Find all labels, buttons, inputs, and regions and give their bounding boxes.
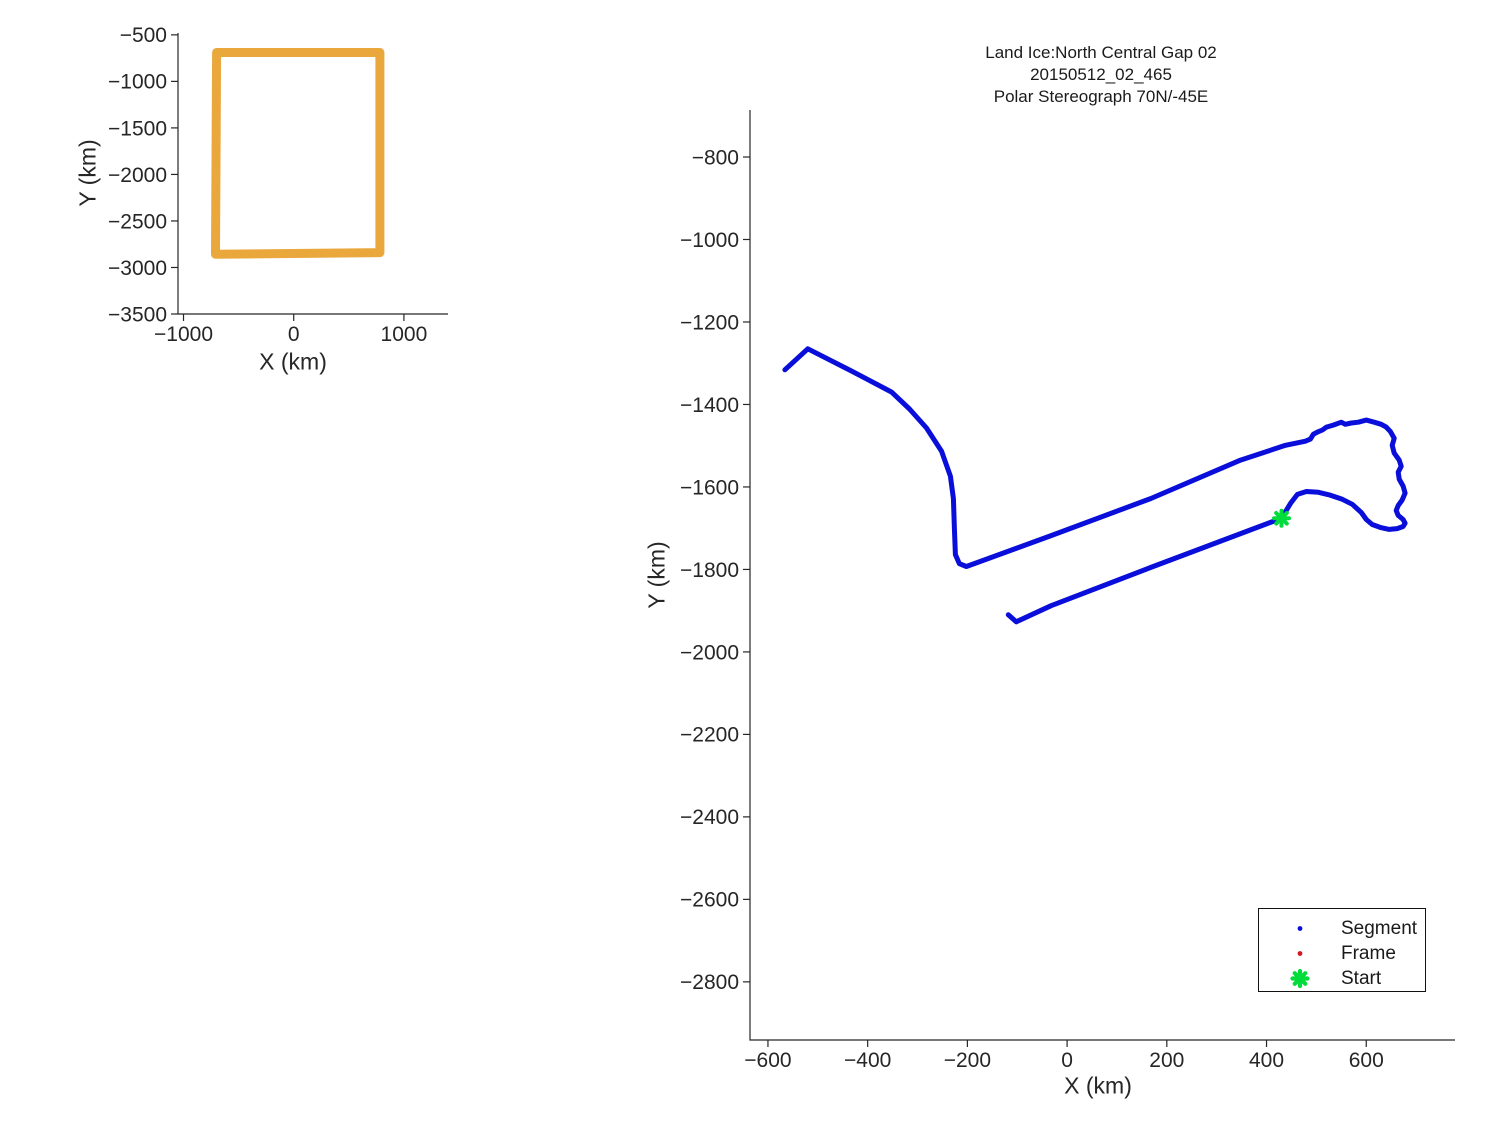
main-y-tick-label: −2600 <box>680 889 739 912</box>
main-marker-start <box>1271 508 1291 528</box>
start-asterisk <box>1290 968 1310 989</box>
inset-y-tick-label: −2500 <box>108 210 167 233</box>
legend-label-frame: Frame <box>1341 942 1396 964</box>
legend-row-start: Start <box>1259 966 1425 991</box>
inset-series-coverage-outline <box>211 48 385 259</box>
inset-x-tick-label: −1000 <box>154 323 213 346</box>
inset-y-tick-label: −500 <box>120 24 167 47</box>
main-y-tick-label: −1000 <box>680 229 739 252</box>
main-x-tick-label: −600 <box>744 1049 791 1072</box>
frame-dot <box>1297 951 1303 956</box>
main-axis-lines <box>749 110 1455 1041</box>
main-y-tick-label: −2000 <box>680 641 739 664</box>
start-asterisk-icon <box>1259 966 1341 991</box>
main-y-tick-label: −1400 <box>680 394 739 417</box>
main-x-tick-label: 400 <box>1249 1049 1284 1072</box>
asterisk-spoke <box>1274 510 1289 526</box>
inset-y-axis-label: Y (km) <box>74 139 101 207</box>
main-plot-title: Land Ice:North Central Gap 02 20150512_0… <box>851 42 1351 108</box>
main-y-tick-label: −1800 <box>680 559 739 582</box>
main-y-tick-label: −2200 <box>680 724 739 747</box>
segment-dot-icon <box>1259 916 1341 941</box>
segment-dot <box>1297 926 1303 931</box>
legend-label-start: Start <box>1341 967 1382 989</box>
main-y-tick-label: −2400 <box>680 806 739 829</box>
inset-x-tick-label: 0 <box>288 323 300 346</box>
title-line-1: Land Ice:North Central Gap 02 <box>985 43 1217 62</box>
inset-x-tick-label: 1000 <box>381 323 428 346</box>
legend-row-frame: Frame <box>1259 941 1425 966</box>
legend-label-segment: Segment <box>1341 917 1418 939</box>
inset-y-tick-label: −1500 <box>108 117 167 140</box>
legend-row-segment: Segment <box>1259 916 1425 941</box>
inset-y-tick-label: −3000 <box>108 257 167 280</box>
inset-y-tick-label: −3500 <box>108 303 167 326</box>
frame-dot-icon <box>1259 941 1341 966</box>
inset-x-axis-label: X (km) <box>259 348 327 375</box>
main-x-axis-label: X (km) <box>1064 1072 1132 1099</box>
main-x-tick-label: −200 <box>944 1049 991 1072</box>
main-y-tick-label: −1200 <box>680 311 739 334</box>
main-y-tick-label: −1600 <box>680 476 739 499</box>
main-x-tick-label: 0 <box>1061 1049 1073 1072</box>
main-y-tick-label: −2800 <box>680 971 739 994</box>
legend: Segment Frame Start <box>1258 908 1426 992</box>
main-x-tick-label: −400 <box>844 1049 891 1072</box>
inset-y-tick-label: −1000 <box>108 71 167 94</box>
main-y-axis-label: Y (km) <box>643 541 670 609</box>
inset-y-tick-label: −2000 <box>108 164 167 187</box>
main-x-tick-label: 200 <box>1149 1049 1184 1072</box>
title-line-3: Polar Stereograph 70N/-45E <box>993 87 1209 106</box>
main-series-segment <box>782 346 1408 625</box>
main-y-tick-label: −800 <box>692 146 739 169</box>
main-x-tick-label: 600 <box>1349 1049 1384 1072</box>
title-line-2: 20150512_02_465 <box>1030 65 1172 84</box>
